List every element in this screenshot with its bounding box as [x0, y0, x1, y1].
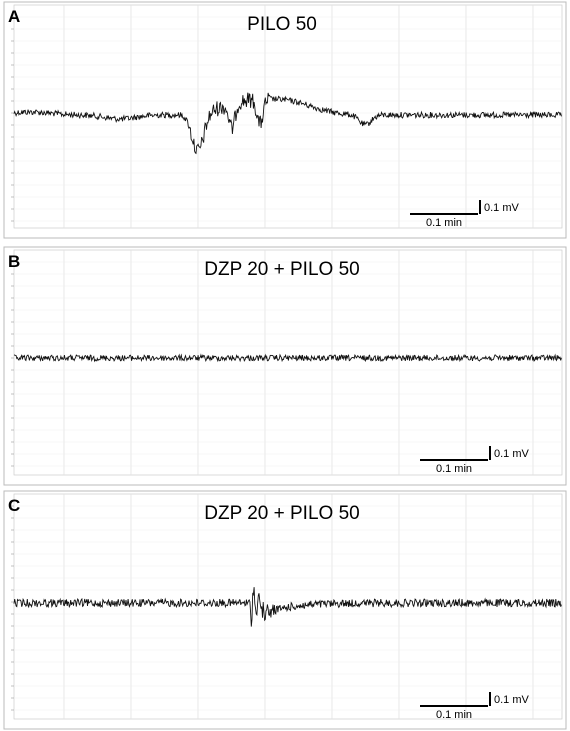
eeg-trace: [13, 587, 562, 627]
scale-y-label: 0.1 mV: [484, 202, 520, 214]
plot-area: [13, 4, 563, 229]
panel-title: DZP 20 + PILO 50: [204, 503, 359, 524]
scale-y-label: 0.1 mV: [494, 694, 530, 706]
panel-title: PILO 50: [247, 14, 317, 35]
scale-x-label: 0.1 min: [436, 463, 472, 475]
panel: A PILO 50 0.1 mV 0.1 min: [3, 1, 567, 239]
panel-label: C: [8, 496, 20, 515]
panel: B DZP 20 + PILO 50 0.1 mV 0.1 min: [3, 246, 567, 486]
panel: C DZP 20 + PILO 50 0.1 mV 0.1 min: [3, 490, 567, 730]
panel-label: A: [8, 7, 20, 26]
scale-y-label: 0.1 mV: [494, 448, 530, 460]
scale-x-label: 0.1 min: [426, 217, 462, 229]
plot-area: [13, 249, 563, 476]
panel-label: B: [8, 252, 20, 271]
eeg-trace: [13, 92, 562, 155]
scale-x-label: 0.1 min: [436, 709, 472, 721]
eeg-trace: [13, 353, 562, 363]
panel-title: DZP 20 + PILO 50: [204, 259, 359, 280]
